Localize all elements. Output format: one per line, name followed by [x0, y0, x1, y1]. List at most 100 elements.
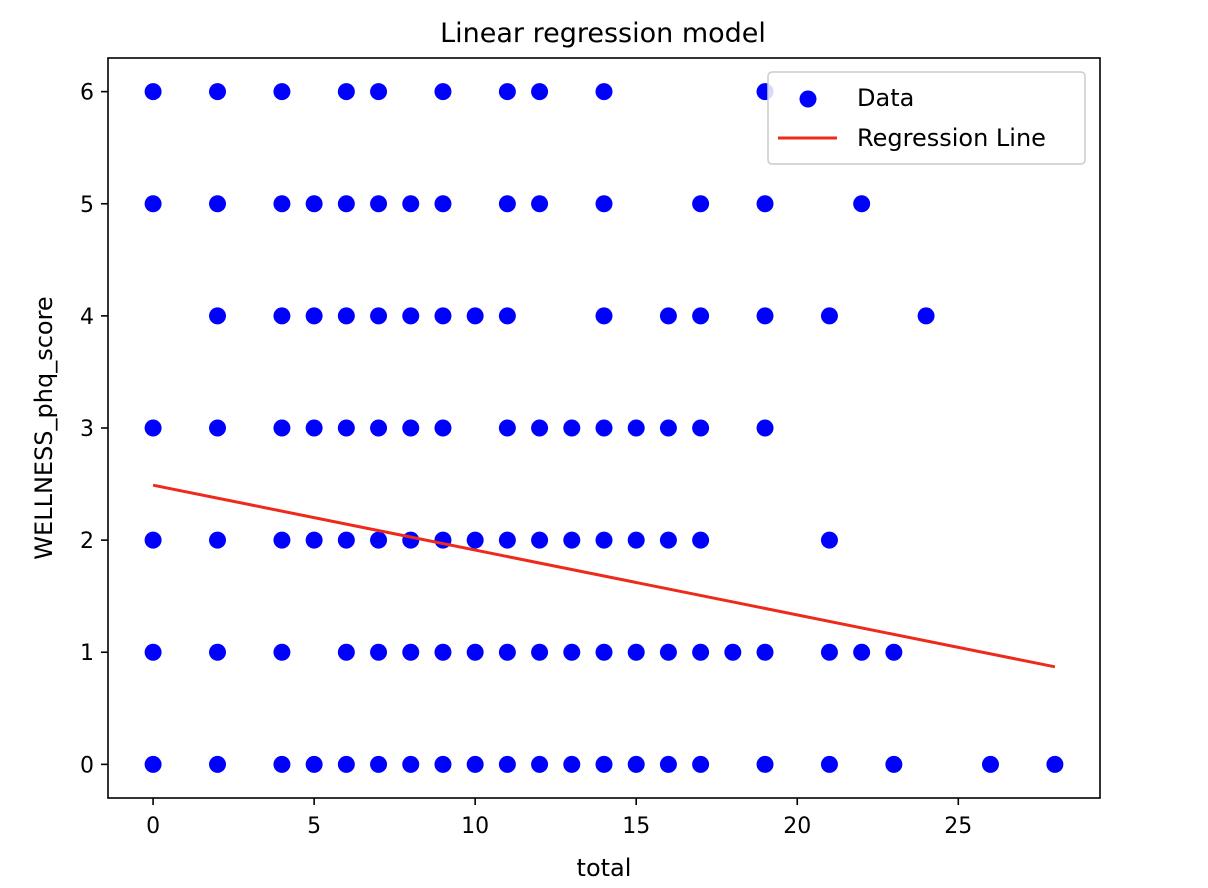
data-point [820, 755, 838, 773]
data-point [981, 755, 999, 773]
data-point [820, 643, 838, 661]
legend-box [767, 71, 1086, 165]
y-tick-label: 1 [80, 641, 94, 666]
data-point [144, 419, 162, 437]
y-tick-label: 0 [80, 753, 94, 778]
y-tick-label: 4 [80, 305, 94, 330]
data-point [563, 755, 581, 773]
data-point [853, 195, 871, 213]
data-point [1046, 755, 1064, 773]
data-point [337, 419, 355, 437]
data-point [144, 195, 162, 213]
data-point [144, 755, 162, 773]
data-point [273, 307, 291, 325]
data-point [531, 83, 549, 101]
data-point [209, 531, 227, 549]
data-point [595, 307, 613, 325]
data-point [337, 755, 355, 773]
data-point [531, 531, 549, 549]
data-point [692, 531, 710, 549]
data-point [434, 307, 452, 325]
data-point [370, 531, 388, 549]
data-point [659, 307, 677, 325]
data-point [627, 531, 645, 549]
data-point [273, 419, 291, 437]
data-point [434, 195, 452, 213]
data-point [402, 643, 420, 661]
data-point [820, 531, 838, 549]
data-point [627, 643, 645, 661]
data-point [209, 755, 227, 773]
axis-ticks: 0 5 10 15 20 25 0 1 2 3 4 5 6 [80, 81, 972, 839]
data-point [595, 195, 613, 213]
data-point [370, 643, 388, 661]
data-point [627, 419, 645, 437]
data-point [402, 755, 420, 773]
data-point [273, 755, 291, 773]
data-point [659, 531, 677, 549]
data-point [531, 755, 549, 773]
data-point [498, 307, 516, 325]
data-point [402, 307, 420, 325]
data-point [659, 419, 677, 437]
data-point [434, 419, 452, 437]
x-tick-label: 25 [944, 814, 972, 839]
data-point [531, 195, 549, 213]
data-point [531, 643, 549, 661]
data-point [756, 307, 774, 325]
data-point [209, 643, 227, 661]
data-point [370, 195, 388, 213]
data-point [370, 83, 388, 101]
data-point [337, 643, 355, 661]
data-point [756, 643, 774, 661]
x-tick-label: 20 [783, 814, 811, 839]
data-point [756, 419, 774, 437]
x-tick-label: 0 [146, 814, 160, 839]
data-point [692, 643, 710, 661]
legend-regression-label: Regression Line [857, 124, 1046, 152]
data-point [498, 83, 516, 101]
y-tick-label: 5 [80, 193, 94, 218]
y-axis-label: WELLNESS_phq_score [30, 296, 58, 559]
regression-line [152, 483, 1056, 669]
chart-title: Linear regression model [440, 18, 766, 49]
data-point [273, 195, 291, 213]
data-point [144, 83, 162, 101]
data-point [305, 531, 323, 549]
data-point [402, 419, 420, 437]
data-point [337, 195, 355, 213]
data-point [917, 307, 935, 325]
data-point [692, 195, 710, 213]
data-point [627, 755, 645, 773]
data-point [434, 643, 452, 661]
data-point [402, 195, 420, 213]
data-point [595, 531, 613, 549]
data-point [563, 643, 581, 661]
data-point [337, 307, 355, 325]
data-point [144, 643, 162, 661]
data-point [402, 531, 420, 549]
y-tick-label: 6 [80, 81, 94, 106]
data-point [209, 419, 227, 437]
data-point [209, 83, 227, 101]
data-point [756, 755, 774, 773]
data-point [885, 755, 903, 773]
data-point [595, 83, 613, 101]
data-point [692, 307, 710, 325]
data-point [305, 419, 323, 437]
data-point [692, 755, 710, 773]
data-point [756, 195, 774, 213]
data-point [370, 419, 388, 437]
data-point [853, 643, 871, 661]
data-point [466, 531, 484, 549]
data-point [466, 307, 484, 325]
legend-data-label: Data [857, 84, 914, 112]
data-point [498, 531, 516, 549]
data-point [692, 419, 710, 437]
legend-data-marker [799, 90, 817, 108]
x-tick-label: 5 [307, 814, 321, 839]
data-point [466, 755, 484, 773]
data-point [531, 419, 549, 437]
data-point [144, 531, 162, 549]
data-point [209, 307, 227, 325]
